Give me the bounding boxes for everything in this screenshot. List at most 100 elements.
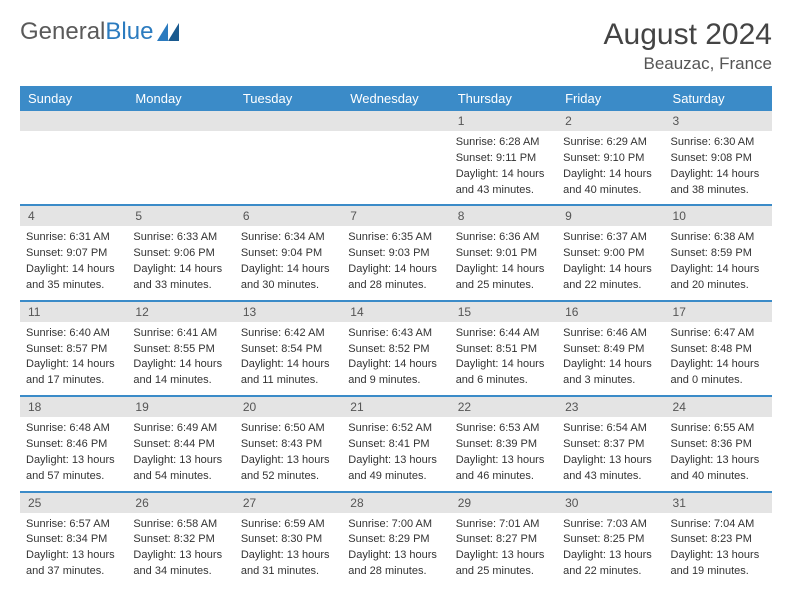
sunset-line: Sunset: 8:51 PM [456,342,551,357]
sunset-line: Sunset: 9:01 PM [456,246,551,261]
calendar-cell: 15Sunrise: 6:44 AMSunset: 8:51 PMDayligh… [450,301,557,396]
day-details: Sunrise: 6:36 AMSunset: 9:01 PMDaylight:… [450,226,557,299]
day-number: 17 [665,302,772,322]
calendar-cell: 3Sunrise: 6:30 AMSunset: 9:08 PMDaylight… [665,111,772,205]
calendar-cell: 30Sunrise: 7:03 AMSunset: 8:25 PMDayligh… [557,492,664,586]
daylight1-line: Daylight: 14 hours [133,262,228,277]
day-number [127,111,234,131]
daylight1-line: Daylight: 14 hours [671,357,766,372]
sunrise-line: Sunrise: 6:35 AM [348,230,443,245]
day-number: 31 [665,493,772,513]
day-details: Sunrise: 6:58 AMSunset: 8:32 PMDaylight:… [127,513,234,586]
sunset-line: Sunset: 8:41 PM [348,437,443,452]
daylight2-line: and 25 minutes. [456,278,551,293]
calendar-cell: 29Sunrise: 7:01 AMSunset: 8:27 PMDayligh… [450,492,557,586]
sunrise-line: Sunrise: 7:01 AM [456,517,551,532]
calendar-cell: 31Sunrise: 7:04 AMSunset: 8:23 PMDayligh… [665,492,772,586]
daylight1-line: Daylight: 14 hours [456,167,551,182]
day-details: Sunrise: 6:29 AMSunset: 9:10 PMDaylight:… [557,131,664,204]
day-number: 5 [127,206,234,226]
day-number: 18 [20,397,127,417]
daylight2-line: and 43 minutes. [456,183,551,198]
daylight1-line: Daylight: 14 hours [348,262,443,277]
calendar-cell: 17Sunrise: 6:47 AMSunset: 8:48 PMDayligh… [665,301,772,396]
sunrise-line: Sunrise: 7:03 AM [563,517,658,532]
calendar-cell: 23Sunrise: 6:54 AMSunset: 8:37 PMDayligh… [557,396,664,491]
calendar-cell: 1Sunrise: 6:28 AMSunset: 9:11 PMDaylight… [450,111,557,205]
day-number: 22 [450,397,557,417]
day-details: Sunrise: 6:30 AMSunset: 9:08 PMDaylight:… [665,131,772,204]
sunset-line: Sunset: 9:00 PM [563,246,658,261]
day-details: Sunrise: 6:55 AMSunset: 8:36 PMDaylight:… [665,417,772,490]
day-details: Sunrise: 6:35 AMSunset: 9:03 PMDaylight:… [342,226,449,299]
daylight1-line: Daylight: 14 hours [671,262,766,277]
sunset-line: Sunset: 8:48 PM [671,342,766,357]
calendar-cell: 25Sunrise: 6:57 AMSunset: 8:34 PMDayligh… [20,492,127,586]
sunset-line: Sunset: 8:55 PM [133,342,228,357]
sunrise-line: Sunrise: 6:53 AM [456,421,551,436]
sunrise-line: Sunrise: 6:33 AM [133,230,228,245]
daylight1-line: Daylight: 13 hours [456,548,551,563]
daylight1-line: Daylight: 14 hours [26,262,121,277]
brand-mark-icon [157,23,179,41]
daylight2-line: and 34 minutes. [133,564,228,579]
day-details: Sunrise: 6:50 AMSunset: 8:43 PMDaylight:… [235,417,342,490]
day-details: Sunrise: 6:28 AMSunset: 9:11 PMDaylight:… [450,131,557,204]
day-number: 29 [450,493,557,513]
daylight2-line: and 33 minutes. [133,278,228,293]
brand-part1: General [20,18,105,46]
daylight2-line: and 54 minutes. [133,469,228,484]
daylight1-line: Daylight: 13 hours [671,453,766,468]
daylight2-line: and 40 minutes. [563,183,658,198]
day-number: 10 [665,206,772,226]
location-label: Beauzac, France [604,54,772,74]
day-number: 28 [342,493,449,513]
daylight2-line: and 35 minutes. [26,278,121,293]
day-number: 20 [235,397,342,417]
sunrise-line: Sunrise: 6:36 AM [456,230,551,245]
day-number: 21 [342,397,449,417]
sunrise-line: Sunrise: 7:00 AM [348,517,443,532]
month-title: August 2024 [604,18,772,52]
day-number: 13 [235,302,342,322]
day-number: 24 [665,397,772,417]
sunset-line: Sunset: 8:44 PM [133,437,228,452]
calendar-cell [342,111,449,205]
day-number: 7 [342,206,449,226]
day-number: 27 [235,493,342,513]
sunset-line: Sunset: 8:30 PM [241,532,336,547]
calendar-cell: 10Sunrise: 6:38 AMSunset: 8:59 PMDayligh… [665,205,772,300]
calendar-cell: 16Sunrise: 6:46 AMSunset: 8:49 PMDayligh… [557,301,664,396]
sunrise-line: Sunrise: 6:29 AM [563,135,658,150]
daylight1-line: Daylight: 13 hours [348,453,443,468]
daylight2-line: and 40 minutes. [671,469,766,484]
calendar-cell: 24Sunrise: 6:55 AMSunset: 8:36 PMDayligh… [665,396,772,491]
sunset-line: Sunset: 9:07 PM [26,246,121,261]
day-details: Sunrise: 6:34 AMSunset: 9:04 PMDaylight:… [235,226,342,299]
sunset-line: Sunset: 8:36 PM [671,437,766,452]
calendar-cell: 18Sunrise: 6:48 AMSunset: 8:46 PMDayligh… [20,396,127,491]
sunrise-line: Sunrise: 6:59 AM [241,517,336,532]
daylight1-line: Daylight: 14 hours [26,357,121,372]
day-number [342,111,449,131]
sunset-line: Sunset: 8:39 PM [456,437,551,452]
weekday-header: Monday [127,86,234,111]
daylight2-line: and 30 minutes. [241,278,336,293]
daylight1-line: Daylight: 14 hours [456,262,551,277]
weekday-header: Tuesday [235,86,342,111]
sunset-line: Sunset: 8:37 PM [563,437,658,452]
sunrise-line: Sunrise: 6:50 AM [241,421,336,436]
daylight2-line: and 49 minutes. [348,469,443,484]
daylight2-line: and 57 minutes. [26,469,121,484]
sunrise-line: Sunrise: 6:43 AM [348,326,443,341]
day-details: Sunrise: 7:03 AMSunset: 8:25 PMDaylight:… [557,513,664,586]
day-number: 14 [342,302,449,322]
day-number: 2 [557,111,664,131]
sunset-line: Sunset: 8:23 PM [671,532,766,547]
calendar-cell [127,111,234,205]
daylight1-line: Daylight: 13 hours [241,548,336,563]
day-details: Sunrise: 6:37 AMSunset: 9:00 PMDaylight:… [557,226,664,299]
sunrise-line: Sunrise: 6:30 AM [671,135,766,150]
day-number: 11 [20,302,127,322]
calendar-row: 11Sunrise: 6:40 AMSunset: 8:57 PMDayligh… [20,301,772,396]
